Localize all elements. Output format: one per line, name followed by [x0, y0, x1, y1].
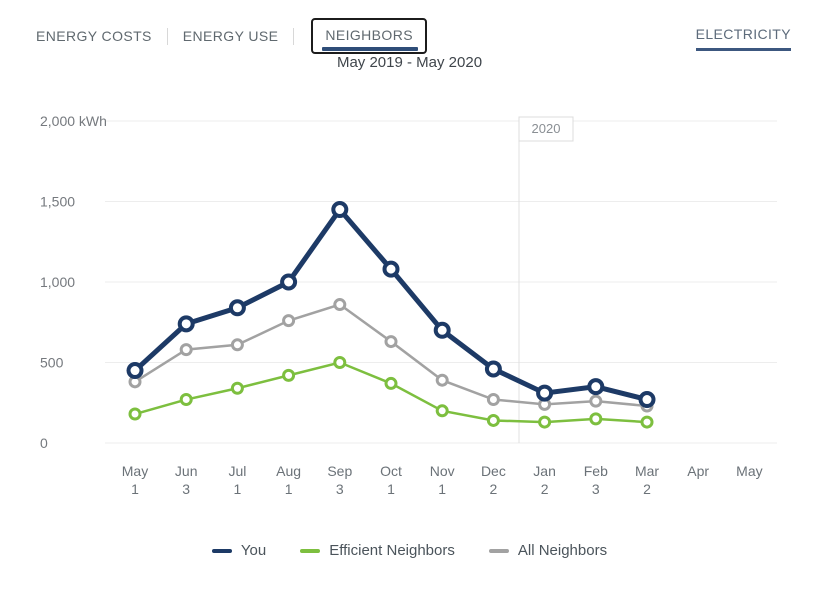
data-point-you[interactable]	[638, 391, 656, 409]
x-axis-day-label: 3	[336, 481, 344, 497]
data-point-you[interactable]	[587, 378, 605, 396]
data-point-all-neighbors[interactable]	[333, 298, 347, 312]
tab-bar: ENERGY COSTS ENERGY USE NEIGHBORS	[30, 18, 427, 54]
x-axis-month-label: Jul	[228, 463, 246, 479]
legend-item-all-neighbors[interactable]: All Neighbors	[488, 542, 608, 559]
data-point-efficient-neighbors[interactable]	[384, 376, 398, 390]
data-point-efficient-neighbors[interactable]	[179, 393, 193, 407]
year-label-box	[518, 116, 574, 142]
electricity-link[interactable]: ELECTRICITY	[695, 26, 791, 51]
x-axis-month-label: Dec	[481, 463, 506, 479]
x-axis-month-label: May	[122, 463, 148, 479]
year-label: 2020	[532, 121, 561, 136]
x-axis-day-label: 2	[490, 481, 498, 497]
chart-title: May 2019 - May 2020	[336, 54, 483, 71]
usage-line-chart: 0 500 1,000 1,500 2,000 kWh 2020 May 1 Jun 3 Jul 1 A…	[40, 113, 777, 497]
tab-divider	[293, 27, 295, 45]
x-axis-day-label: 1	[131, 481, 139, 497]
x-axis-month-label: Jan	[533, 463, 556, 479]
x-axis-day-label: 2	[643, 481, 651, 497]
x-axis-day-label: 3	[592, 481, 600, 497]
chart-legend: You Efficient Neighbors All Neighbors	[0, 542, 819, 559]
x-axis-day-label: 1	[438, 481, 446, 497]
data-point-efficient-neighbors[interactable]	[333, 356, 347, 369]
data-point-all-neighbors[interactable]	[179, 343, 193, 357]
legend-label: All Neighbors	[517, 542, 608, 559]
data-point-all-neighbors[interactable]	[435, 373, 449, 387]
legend-item-efficient-neighbors[interactable]: Efficient Neighbors	[300, 542, 455, 559]
tab-energy-costs[interactable]: ENERGY COSTS	[30, 21, 158, 51]
data-point-all-neighbors[interactable]	[589, 394, 603, 408]
data-point-efficient-neighbors[interactable]	[435, 404, 449, 418]
tab-neighbors[interactable]: NEIGHBORS	[311, 18, 427, 54]
x-axis-month-label: Sep	[327, 463, 352, 479]
y-axis-label: 2,000 kWh	[40, 113, 107, 129]
data-point-you[interactable]	[484, 360, 502, 378]
series-line-you	[133, 205, 648, 402]
x-axis-month-label: Nov	[430, 463, 455, 479]
legend-swatch-all-neighbors	[488, 548, 509, 553]
data-point-you[interactable]	[382, 260, 400, 278]
legend-item-you[interactable]: You	[211, 542, 267, 559]
x-axis-month-label: Jun	[175, 463, 198, 479]
data-point-efficient-neighbors[interactable]	[640, 415, 654, 429]
x-axis-day-label: 1	[285, 481, 293, 497]
data-point-all-neighbors[interactable]	[230, 338, 244, 352]
data-point-efficient-neighbors[interactable]	[128, 407, 142, 421]
data-point-efficient-neighbors[interactable]	[538, 415, 552, 429]
data-point-efficient-neighbors[interactable]	[230, 381, 244, 395]
data-point-all-neighbors[interactable]	[384, 335, 398, 349]
tab-energy-use[interactable]: ENERGY USE	[177, 21, 285, 51]
y-axis-label: 1,500	[40, 194, 75, 210]
y-axis-label: 0	[40, 435, 48, 451]
y-axis-label: 1,000	[40, 274, 75, 290]
legend-label: You	[240, 542, 267, 559]
x-axis-day-label: 1	[387, 481, 395, 497]
x-axis-month-label: Oct	[380, 463, 402, 479]
data-point-efficient-neighbors[interactable]	[282, 368, 296, 382]
tab-neighbors-label: NEIGHBORS	[325, 27, 413, 43]
data-point-efficient-neighbors[interactable]	[486, 413, 500, 427]
legend-swatch-efficient-neighbors	[300, 548, 321, 553]
data-point-all-neighbors[interactable]	[486, 393, 500, 407]
x-axis-month-label: Mar	[635, 463, 659, 479]
data-point-you[interactable]	[228, 299, 246, 317]
legend-label: Efficient Neighbors	[329, 542, 455, 559]
x-axis-month-label: May	[736, 463, 762, 479]
data-point-efficient-neighbors[interactable]	[589, 412, 603, 426]
legend-swatch-you	[211, 548, 232, 553]
data-point-you[interactable]	[433, 321, 451, 339]
tab-divider	[166, 27, 168, 45]
active-tab-indicator	[322, 47, 418, 51]
data-point-you[interactable]	[126, 362, 144, 380]
data-point-you[interactable]	[536, 384, 554, 402]
x-axis-month-label: Feb	[584, 463, 608, 479]
x-axis-day-label: 1	[234, 481, 242, 497]
data-point-you[interactable]	[331, 201, 349, 219]
x-axis-day-label: 2	[541, 481, 549, 497]
data-point-you[interactable]	[177, 315, 195, 333]
x-axis-month-label: Aug	[276, 463, 301, 479]
y-axis-label: 500	[40, 355, 64, 371]
x-axis-month-label: Apr	[687, 463, 709, 479]
data-point-all-neighbors[interactable]	[282, 314, 296, 328]
data-point-you[interactable]	[280, 273, 298, 291]
x-axis-day-label: 3	[182, 481, 190, 497]
